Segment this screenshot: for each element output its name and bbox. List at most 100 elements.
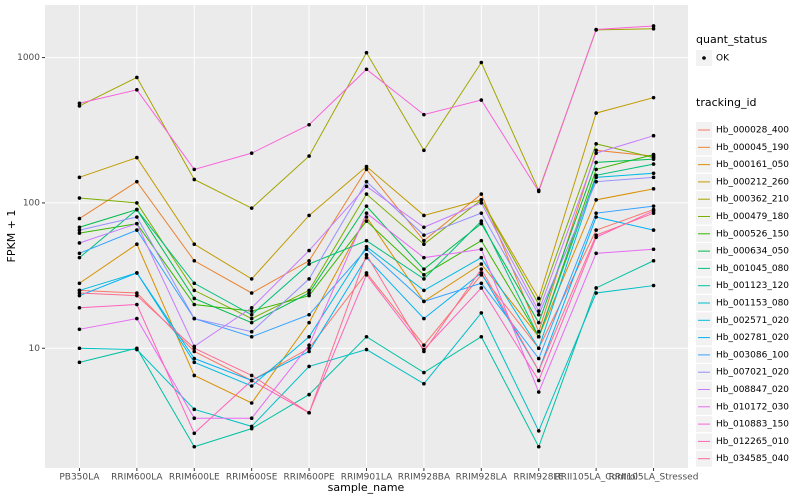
data-point <box>77 196 82 200</box>
data-point <box>249 206 254 210</box>
x-tick-label: PB350LA <box>59 473 100 483</box>
data-point <box>422 370 426 375</box>
data-point <box>192 296 197 301</box>
x-tick-label: RRIM600PE <box>283 473 335 483</box>
data-point <box>651 175 656 180</box>
data-point <box>536 309 541 313</box>
data-point <box>536 346 541 351</box>
data-point <box>479 262 484 266</box>
data-point <box>249 277 254 281</box>
data-point <box>307 312 311 317</box>
y-tick-label: 100 <box>23 198 40 208</box>
data-point <box>594 251 598 256</box>
data-point <box>307 320 311 325</box>
data-point <box>307 349 311 354</box>
x-tick-label: RRIM928LA <box>456 473 508 483</box>
data-point <box>249 151 254 155</box>
data-point <box>249 378 254 383</box>
data-point <box>135 207 139 212</box>
data-point <box>135 291 139 295</box>
data-point <box>479 267 484 271</box>
legend-label: Hb_001123_120 <box>716 281 789 291</box>
data-point <box>135 179 139 184</box>
data-point <box>192 416 197 421</box>
data-point <box>135 75 139 80</box>
data-point <box>192 349 197 354</box>
y-tick-label: 1000 <box>17 53 40 63</box>
legend-label: Hb_001045_080 <box>716 264 789 274</box>
data-point <box>594 233 598 237</box>
data-point <box>422 349 426 354</box>
data-point <box>479 198 484 202</box>
x-tick-label: RRII105LA_Control <box>554 473 637 483</box>
x-tick-label: RRII105LA_Stressed <box>609 473 699 483</box>
data-point <box>307 154 311 158</box>
data-point <box>135 215 139 219</box>
legend-label: Hb_002781_020 <box>716 333 789 343</box>
data-point <box>192 356 197 361</box>
data-point <box>651 228 656 232</box>
data-point <box>364 167 369 172</box>
legend-label: Hb_000526_150 <box>716 229 789 239</box>
legend-label: Hb_034585_040 <box>716 454 789 464</box>
data-point <box>192 281 197 286</box>
data-point <box>364 273 369 277</box>
data-point <box>651 247 656 252</box>
data-point <box>364 244 369 249</box>
data-point <box>536 390 541 394</box>
data-point <box>479 286 484 290</box>
data-point <box>364 247 369 252</box>
data-point <box>77 327 82 332</box>
data-point <box>422 267 426 271</box>
data-point <box>249 401 254 405</box>
data-point <box>651 283 656 288</box>
data-point <box>594 291 598 295</box>
data-point <box>77 104 82 108</box>
y-tick-label: 10 <box>29 344 41 354</box>
data-point <box>192 360 197 365</box>
data-point <box>249 329 254 334</box>
data-point <box>192 167 197 172</box>
legend-label: Hb_003086_100 <box>716 350 789 360</box>
data-point <box>364 204 369 208</box>
data-point <box>307 288 311 293</box>
data-point <box>651 152 656 157</box>
data-point <box>249 309 254 313</box>
data-point <box>135 302 139 307</box>
data-point <box>77 346 82 351</box>
data-point <box>479 211 484 215</box>
data-point <box>307 334 311 339</box>
data-point <box>364 347 369 352</box>
data-point <box>135 88 139 92</box>
data-point <box>479 334 484 339</box>
data-point <box>651 26 656 31</box>
data-point <box>536 368 541 373</box>
data-point <box>135 347 139 352</box>
data-point <box>307 258 311 263</box>
data-point <box>536 334 541 339</box>
data-point <box>364 50 369 55</box>
data-point <box>307 262 311 266</box>
data-point <box>192 316 197 321</box>
data-point <box>651 171 656 176</box>
data-point <box>422 273 426 277</box>
data-point <box>307 293 311 298</box>
data-point <box>536 444 541 449</box>
data-point <box>422 148 426 153</box>
data-point <box>192 302 197 307</box>
data-point <box>479 219 484 223</box>
data-point <box>77 225 82 230</box>
data-point <box>77 251 82 256</box>
data-point <box>135 155 139 160</box>
data-point <box>192 177 197 182</box>
data-point <box>307 410 311 415</box>
data-point <box>422 316 426 321</box>
data-point <box>651 258 656 263</box>
data-point <box>364 179 369 184</box>
data-point <box>364 215 369 219</box>
data-point <box>77 305 82 310</box>
y-axis-title: FPKM + 1 <box>5 210 18 263</box>
data-point <box>594 228 598 232</box>
legend-label: Hb_001153_080 <box>716 299 789 309</box>
